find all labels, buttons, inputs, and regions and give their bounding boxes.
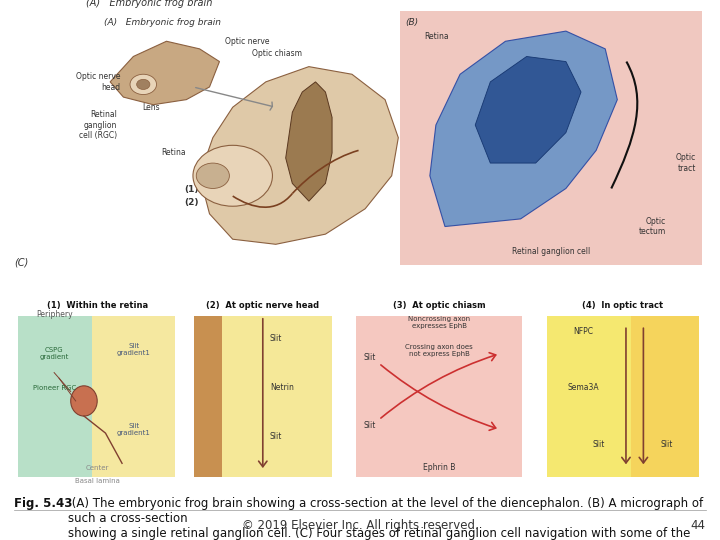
Text: Crossing axon does
not express EphB: Crossing axon does not express EphB xyxy=(405,345,473,357)
Polygon shape xyxy=(110,41,220,105)
Polygon shape xyxy=(199,66,398,244)
Text: Slit
gradient1: Slit gradient1 xyxy=(117,423,150,436)
Bar xyxy=(356,316,522,476)
Text: CSPG
gradient: CSPG gradient xyxy=(40,347,69,360)
Text: Slit: Slit xyxy=(364,353,377,362)
Text: (A)   Embryonic frog brain: (A) Embryonic frog brain xyxy=(104,18,220,28)
Text: Slit: Slit xyxy=(364,421,377,430)
Text: (A)   Embryonic frog brain: (A) Embryonic frog brain xyxy=(86,0,213,8)
Text: Noncrossing axon
expresses EphB: Noncrossing axon expresses EphB xyxy=(408,316,470,329)
Text: Basal lamina: Basal lamina xyxy=(75,478,120,484)
Circle shape xyxy=(130,74,156,94)
Circle shape xyxy=(197,163,230,188)
Polygon shape xyxy=(430,31,617,227)
Text: (2): (2) xyxy=(184,198,199,207)
Text: NFPC: NFPC xyxy=(573,327,593,335)
Text: Periphery: Periphery xyxy=(36,310,73,319)
Text: (B): (B) xyxy=(405,18,419,28)
Text: Optic nerve
head: Optic nerve head xyxy=(76,72,120,92)
Text: Retina: Retina xyxy=(162,148,186,158)
Text: (1): (1) xyxy=(184,185,199,194)
Text: (2)  At optic nerve head: (2) At optic nerve head xyxy=(206,301,320,310)
Bar xyxy=(222,316,332,476)
Text: Optic nerve: Optic nerve xyxy=(225,37,269,46)
Text: Retinal ganglion cell: Retinal ganglion cell xyxy=(512,247,590,256)
Bar xyxy=(546,316,699,476)
Circle shape xyxy=(137,79,150,90)
Bar xyxy=(18,316,92,476)
Text: (3)  At optic chiasm: (3) At optic chiasm xyxy=(393,301,485,310)
Text: (3): (3) xyxy=(210,200,225,210)
Text: Slit: Slit xyxy=(270,433,282,441)
Text: (A) The embryonic frog brain showing a cross-section at the level of the diencep: (A) The embryonic frog brain showing a c… xyxy=(68,497,703,540)
Text: Slit: Slit xyxy=(661,440,673,449)
Text: Pioneer RGC: Pioneer RGC xyxy=(32,384,76,391)
Text: Optic chiasm: Optic chiasm xyxy=(252,50,302,58)
Text: Center: Center xyxy=(86,465,109,471)
Text: Slit: Slit xyxy=(593,440,606,449)
Polygon shape xyxy=(286,82,332,201)
Bar xyxy=(194,316,222,476)
Text: Optic
tectum: Optic tectum xyxy=(639,217,666,236)
Bar xyxy=(631,316,699,476)
Text: Optic
tectum: Optic tectum xyxy=(402,199,429,219)
Bar xyxy=(92,316,175,476)
Text: (4)  In optic tract: (4) In optic tract xyxy=(582,301,663,310)
Text: Ephrin B: Ephrin B xyxy=(423,463,455,471)
Text: © 2019 Elsevier Inc. All rights reserved.: © 2019 Elsevier Inc. All rights reserved… xyxy=(242,519,478,532)
Text: Slit: Slit xyxy=(270,334,282,343)
Circle shape xyxy=(71,386,97,416)
Text: Retinal
ganglion
cell (RGC): Retinal ganglion cell (RGC) xyxy=(78,110,117,140)
Text: Fig. 5.43: Fig. 5.43 xyxy=(14,497,73,510)
Circle shape xyxy=(193,145,272,206)
Text: (C): (C) xyxy=(14,257,29,267)
Text: Netrin: Netrin xyxy=(270,383,294,392)
Text: Sema3A: Sema3A xyxy=(567,383,599,392)
Text: Optic
tract: Optic tract xyxy=(675,153,696,173)
Text: (1)  Within the retina: (1) Within the retina xyxy=(47,301,148,310)
Polygon shape xyxy=(475,57,581,163)
Text: Retina: Retina xyxy=(424,32,449,40)
Text: Slit
gradient1: Slit gradient1 xyxy=(117,343,150,356)
Text: 44: 44 xyxy=(690,519,706,532)
Text: Lens: Lens xyxy=(143,103,160,112)
Text: Optic
tract: Optic tract xyxy=(408,153,428,173)
Text: (4): (4) xyxy=(236,155,251,164)
